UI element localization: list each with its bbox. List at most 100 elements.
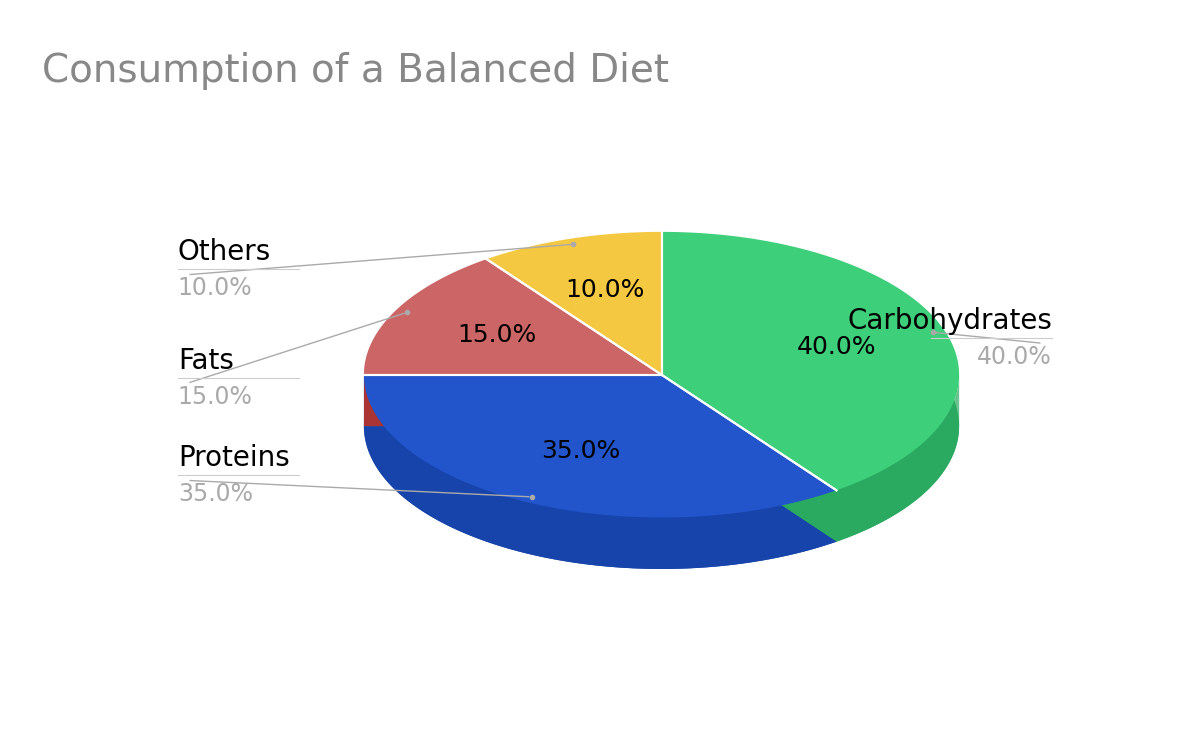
Polygon shape bbox=[623, 516, 625, 568]
Polygon shape bbox=[625, 516, 628, 568]
Polygon shape bbox=[755, 510, 757, 562]
Text: Carbohydrates: Carbohydrates bbox=[847, 306, 1052, 335]
Polygon shape bbox=[667, 517, 670, 569]
Polygon shape bbox=[514, 499, 516, 551]
Polygon shape bbox=[884, 468, 886, 521]
Polygon shape bbox=[451, 476, 452, 528]
Polygon shape bbox=[912, 451, 913, 504]
Polygon shape bbox=[464, 482, 466, 533]
Polygon shape bbox=[724, 514, 726, 566]
Polygon shape bbox=[876, 473, 877, 525]
Polygon shape bbox=[905, 456, 906, 508]
Polygon shape bbox=[816, 496, 818, 548]
Polygon shape bbox=[746, 511, 749, 563]
Polygon shape bbox=[422, 460, 424, 512]
Polygon shape bbox=[541, 505, 544, 557]
Polygon shape bbox=[364, 375, 661, 426]
Polygon shape bbox=[438, 469, 439, 521]
Polygon shape bbox=[658, 517, 660, 569]
Polygon shape bbox=[427, 462, 428, 515]
Polygon shape bbox=[462, 481, 464, 533]
Polygon shape bbox=[918, 446, 919, 499]
Polygon shape bbox=[455, 477, 456, 530]
Polygon shape bbox=[859, 480, 862, 533]
Polygon shape bbox=[763, 508, 766, 560]
Polygon shape bbox=[584, 513, 587, 565]
Polygon shape bbox=[869, 476, 871, 528]
Polygon shape bbox=[908, 453, 911, 505]
Polygon shape bbox=[437, 468, 438, 520]
Polygon shape bbox=[661, 283, 959, 542]
Polygon shape bbox=[492, 492, 493, 544]
Polygon shape bbox=[793, 502, 796, 554]
Text: Fats: Fats bbox=[178, 347, 234, 375]
Polygon shape bbox=[532, 503, 533, 555]
Polygon shape bbox=[656, 517, 658, 569]
Polygon shape bbox=[538, 505, 539, 556]
Polygon shape bbox=[913, 450, 914, 502]
Polygon shape bbox=[906, 455, 907, 508]
Polygon shape bbox=[428, 463, 430, 516]
Polygon shape bbox=[732, 513, 734, 565]
Polygon shape bbox=[888, 467, 889, 519]
Polygon shape bbox=[662, 517, 665, 569]
Polygon shape bbox=[565, 510, 568, 562]
Polygon shape bbox=[512, 498, 514, 550]
Polygon shape bbox=[708, 516, 710, 567]
Polygon shape bbox=[920, 444, 922, 496]
Polygon shape bbox=[829, 492, 832, 544]
Polygon shape bbox=[691, 516, 694, 568]
Polygon shape bbox=[751, 510, 752, 562]
Polygon shape bbox=[786, 504, 787, 556]
Polygon shape bbox=[760, 509, 761, 561]
Polygon shape bbox=[898, 461, 899, 513]
Polygon shape bbox=[797, 502, 799, 554]
Polygon shape bbox=[730, 513, 732, 565]
Polygon shape bbox=[694, 516, 695, 568]
Polygon shape bbox=[715, 515, 716, 567]
Polygon shape bbox=[443, 471, 444, 524]
Polygon shape bbox=[862, 479, 864, 532]
Polygon shape bbox=[649, 517, 652, 569]
Polygon shape bbox=[610, 516, 612, 567]
Polygon shape bbox=[479, 487, 481, 539]
Polygon shape bbox=[473, 485, 474, 537]
Polygon shape bbox=[907, 454, 908, 507]
Polygon shape bbox=[769, 508, 772, 559]
Polygon shape bbox=[450, 475, 451, 528]
Polygon shape bbox=[496, 493, 497, 545]
Polygon shape bbox=[547, 507, 550, 559]
Polygon shape bbox=[460, 479, 461, 531]
Polygon shape bbox=[842, 487, 845, 539]
Polygon shape bbox=[486, 490, 488, 542]
Polygon shape bbox=[600, 514, 601, 566]
Polygon shape bbox=[433, 467, 436, 519]
Polygon shape bbox=[749, 511, 751, 562]
Polygon shape bbox=[848, 485, 851, 537]
Polygon shape bbox=[704, 516, 706, 568]
Text: 10.0%: 10.0% bbox=[178, 277, 252, 301]
Polygon shape bbox=[744, 511, 746, 563]
Polygon shape bbox=[529, 502, 532, 554]
Polygon shape bbox=[522, 501, 523, 553]
Polygon shape bbox=[805, 499, 806, 551]
Polygon shape bbox=[727, 513, 730, 565]
Polygon shape bbox=[562, 509, 564, 561]
Polygon shape bbox=[858, 482, 859, 533]
Polygon shape bbox=[517, 500, 520, 552]
Polygon shape bbox=[509, 497, 510, 549]
Polygon shape bbox=[449, 474, 450, 527]
Polygon shape bbox=[919, 445, 920, 497]
Polygon shape bbox=[606, 515, 608, 567]
Polygon shape bbox=[872, 475, 875, 527]
Polygon shape bbox=[904, 457, 905, 510]
Polygon shape bbox=[852, 484, 854, 536]
Polygon shape bbox=[895, 462, 898, 514]
Polygon shape bbox=[535, 504, 538, 556]
Polygon shape bbox=[452, 476, 455, 529]
Polygon shape bbox=[539, 505, 541, 556]
Polygon shape bbox=[413, 453, 414, 505]
Polygon shape bbox=[638, 517, 641, 568]
Polygon shape bbox=[792, 503, 793, 554]
Polygon shape bbox=[493, 493, 496, 545]
